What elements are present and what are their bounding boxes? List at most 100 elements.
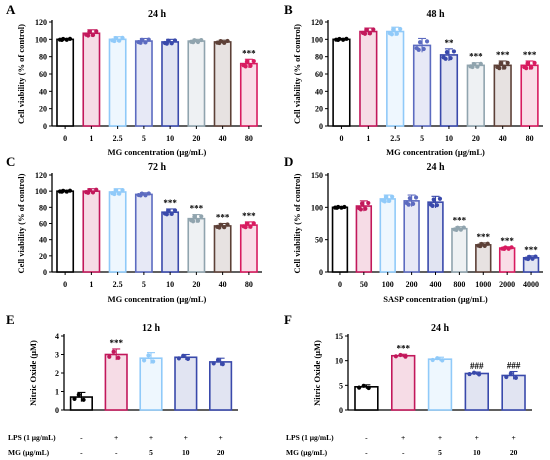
data-point xyxy=(509,245,514,250)
data-point xyxy=(141,358,147,363)
y-axis-label: Cell viability (% of control) xyxy=(16,24,26,124)
significance-label: ### xyxy=(470,361,484,371)
panel-letter: B xyxy=(284,2,293,17)
lps-condition: + xyxy=(218,433,222,442)
bar xyxy=(354,386,379,411)
y-tick-label: 1 xyxy=(55,388,59,397)
y-tick-label: 0 xyxy=(319,122,323,131)
data-point xyxy=(81,397,86,402)
data-point xyxy=(390,194,395,199)
data-point xyxy=(424,39,430,44)
significance-label: *** xyxy=(469,52,483,62)
bar xyxy=(493,64,512,127)
data-point xyxy=(367,31,373,36)
x-tick-label: 0 xyxy=(339,134,343,143)
mg-condition: - xyxy=(402,448,405,457)
data-point xyxy=(504,374,509,380)
y-tick-label: 100 xyxy=(311,203,323,212)
bar xyxy=(427,201,444,273)
data-point xyxy=(497,66,502,71)
data-point xyxy=(407,196,412,201)
data-point xyxy=(508,371,513,376)
data-point xyxy=(59,37,64,42)
y-tick-label: 60 xyxy=(315,70,323,79)
data-point xyxy=(225,38,230,44)
y-tick-label: 80 xyxy=(39,203,47,212)
data-point xyxy=(112,191,117,197)
significance-label: ### xyxy=(507,361,521,371)
data-point xyxy=(525,61,530,66)
x-tick-label: 80 xyxy=(245,134,253,143)
y-tick-label: 40 xyxy=(39,87,47,96)
data-point xyxy=(421,46,426,52)
data-point xyxy=(169,211,174,216)
bar xyxy=(134,193,153,273)
data-point xyxy=(413,195,419,200)
panel-e: E 12 h 0 1 2 3 4 Nitric Oxide (μM) - - *** + - +5 +10 +… xyxy=(6,312,238,457)
data-point xyxy=(410,201,416,206)
data-point xyxy=(383,195,389,200)
data-point xyxy=(222,40,227,45)
x-tick-label: 2.5 xyxy=(113,280,123,289)
data-point xyxy=(525,256,531,262)
data-point xyxy=(470,64,475,70)
lps-condition: + xyxy=(401,433,405,442)
x-tick-label: 100 xyxy=(382,280,394,289)
data-point xyxy=(248,224,253,229)
data-point xyxy=(406,202,411,207)
mg-condition: - xyxy=(115,448,118,457)
row-label-mg: MG (μg/mL) xyxy=(286,448,328,457)
data-point xyxy=(505,60,510,65)
bar xyxy=(475,244,492,273)
panel-title: 24 h xyxy=(426,162,445,173)
data-point xyxy=(146,37,151,42)
bar xyxy=(451,227,468,273)
bar xyxy=(187,40,206,127)
significance-label: *** xyxy=(477,232,491,242)
data-point xyxy=(358,207,363,212)
x-tick-label: 40 xyxy=(219,280,227,289)
bar xyxy=(331,206,349,273)
x-tick-label: 5 xyxy=(142,280,146,289)
y-tick-label: 10 xyxy=(335,357,343,366)
data-point xyxy=(366,385,371,391)
data-point xyxy=(217,225,222,230)
significance-label: *** xyxy=(190,204,204,214)
y-tick-label: 40 xyxy=(39,236,47,245)
panel-title: 72 h xyxy=(148,162,167,173)
y-tick-label: 20 xyxy=(315,105,323,114)
data-point xyxy=(90,190,96,195)
data-point xyxy=(398,352,403,358)
data-point xyxy=(476,372,482,377)
data-point xyxy=(176,356,181,361)
bar xyxy=(187,217,206,273)
data-point xyxy=(342,204,347,210)
data-point xyxy=(389,32,394,37)
data-point xyxy=(181,353,186,358)
bar xyxy=(501,374,526,411)
significance-label: *** xyxy=(216,213,230,223)
data-point xyxy=(107,354,112,359)
bar xyxy=(412,44,432,127)
y-tick-label: 50 xyxy=(315,236,323,245)
y-tick-label: 4 xyxy=(55,332,59,341)
data-point xyxy=(116,355,121,360)
y-tick-label: 80 xyxy=(39,53,47,62)
y-tick-label: 20 xyxy=(39,252,47,261)
x-tick-label: 10 xyxy=(166,280,174,289)
significance-label: *** xyxy=(242,211,256,221)
bar xyxy=(239,224,258,273)
row-label-mg: MG (μg/mL) xyxy=(8,448,50,457)
data-point xyxy=(435,356,440,361)
data-point xyxy=(444,50,450,55)
data-point xyxy=(94,187,99,192)
data-point xyxy=(502,65,507,70)
data-point xyxy=(169,41,174,46)
data-point xyxy=(172,38,178,43)
y-tick-label: 60 xyxy=(39,70,47,79)
x-tick-label: 0 xyxy=(63,134,67,143)
significance-label: *** xyxy=(523,50,537,60)
data-point xyxy=(67,188,73,193)
data-point xyxy=(356,385,362,390)
data-point xyxy=(485,241,490,246)
